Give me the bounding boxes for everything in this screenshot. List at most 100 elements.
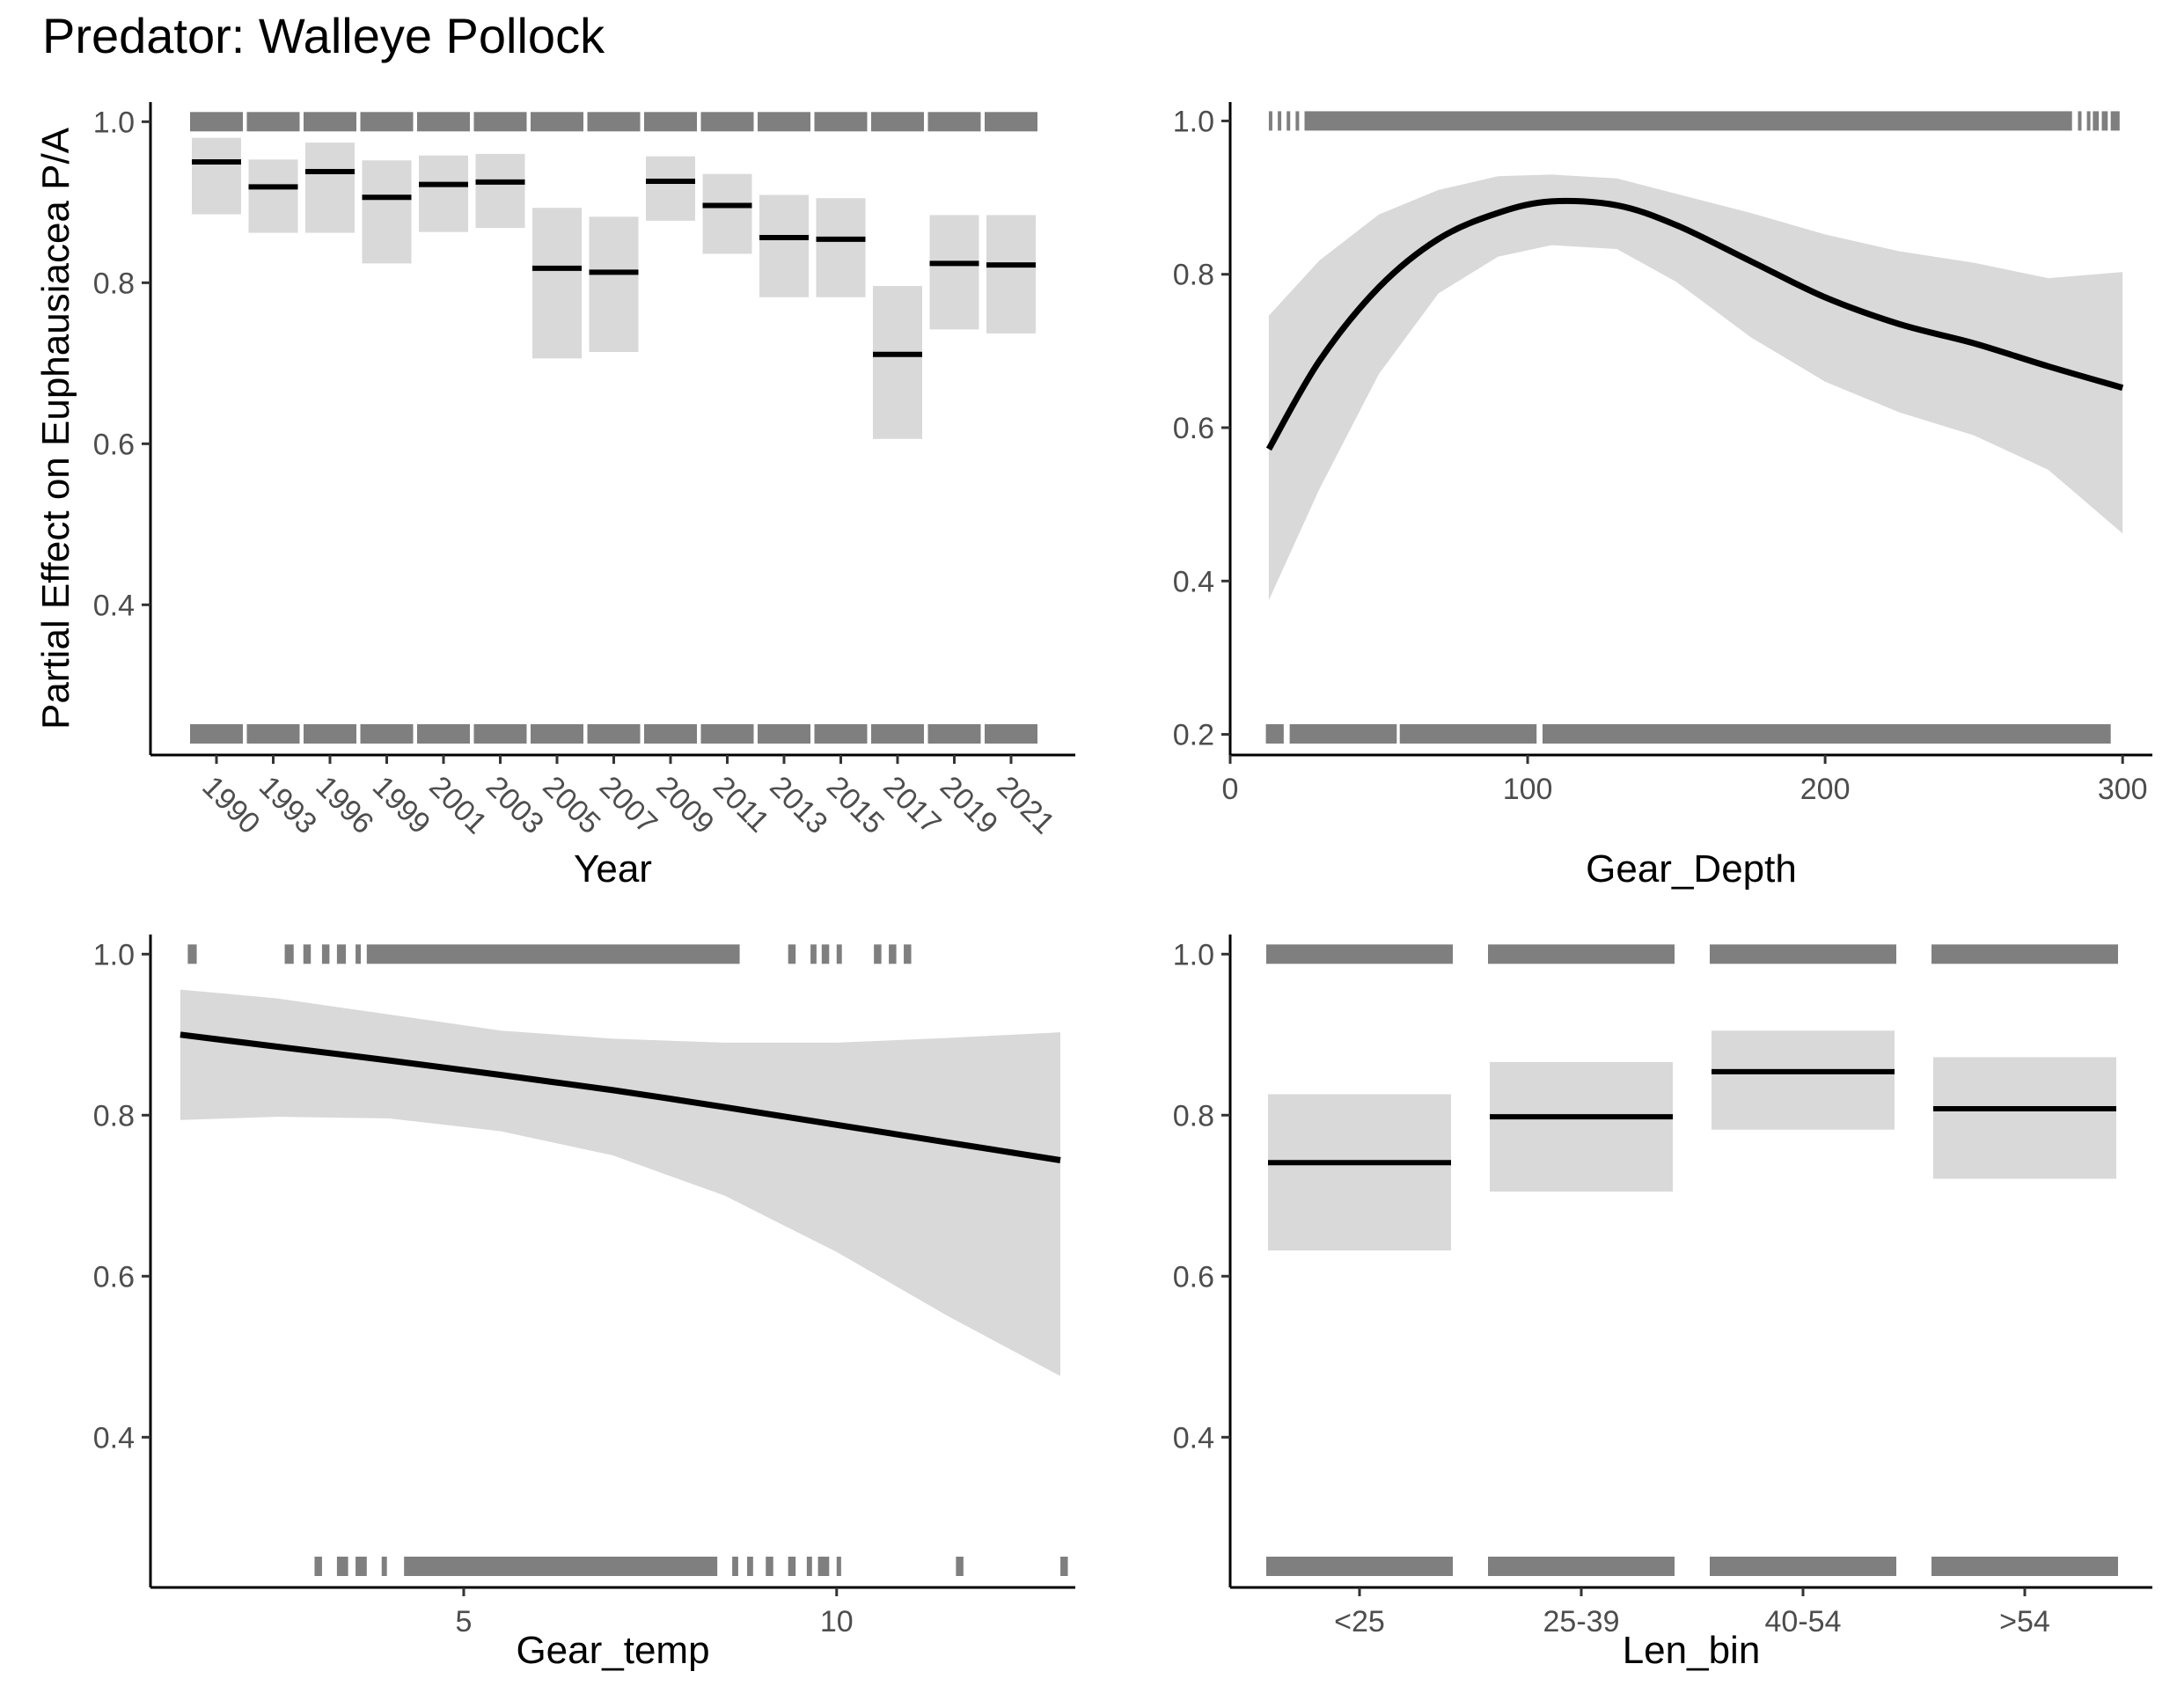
x-tick-label: 2013 (763, 770, 833, 840)
x-tick-label: 40-54 (1765, 1605, 1842, 1638)
rug-bottom-mark (836, 1557, 841, 1576)
y-axis-title: Partial Effect on Euphausiacea P/A (34, 127, 77, 729)
rug-top-mark (304, 112, 356, 132)
y-tick-label: 0.8 (1173, 259, 1214, 292)
ci-ribbon (180, 989, 1060, 1376)
rug-top-mark (871, 112, 924, 132)
rug-top-mark (927, 112, 981, 132)
rug-top-mark (821, 944, 830, 964)
x-tick-label: 1990 (195, 770, 266, 840)
y-tick-label: 0.8 (93, 267, 135, 300)
rug-top-mark (190, 112, 243, 132)
rug-top-mark (1278, 111, 1282, 131)
rug-top-mark (810, 944, 817, 964)
rug-bottom-mark (404, 1557, 718, 1576)
rug-bottom-mark (190, 724, 243, 744)
ci-band (248, 159, 298, 233)
ci-band (759, 194, 809, 297)
rug-bottom-mark (1710, 1557, 1896, 1576)
x-tick-label: 25-39 (1543, 1605, 1620, 1638)
rug-top-mark (1488, 944, 1675, 964)
ci-band (816, 198, 866, 297)
ci-band (475, 153, 525, 229)
rug-top-mark (1931, 944, 2118, 964)
ci-band (192, 137, 241, 215)
x-axis-title: Len_bin (1623, 1629, 1761, 1672)
rug-bottom-mark (1266, 1557, 1453, 1576)
ci-band (589, 216, 639, 352)
y-tick-label: 1.0 (1173, 105, 1214, 138)
rug-top-mark (284, 944, 294, 964)
x-tick-label: 1993 (253, 770, 323, 840)
rug-bottom-mark (956, 1557, 964, 1576)
rug-top-mark (2078, 111, 2082, 131)
x-tick-label: 2007 (593, 770, 663, 840)
x-tick-label: 5 (456, 1605, 473, 1638)
y-tick-label: 0.8 (93, 1099, 135, 1133)
rug-bottom-mark (587, 724, 641, 744)
rug-top-mark (473, 112, 527, 132)
ci-band (929, 215, 979, 330)
rug-top-mark (1286, 111, 1291, 131)
rug-top-mark (788, 944, 796, 964)
ci-ribbon (1268, 174, 2123, 601)
rug-top-mark (758, 112, 810, 132)
rug-bottom-mark (1289, 724, 1397, 744)
y-tick-label: 1.0 (1173, 938, 1214, 971)
rug-top-mark (356, 944, 362, 964)
rug-top-mark (814, 112, 868, 132)
x-tick-label: 2015 (820, 770, 891, 840)
rug-top-mark (187, 944, 197, 964)
y-tick-label: 0.4 (93, 589, 135, 622)
rug-bottom-mark (747, 1557, 753, 1576)
rug-bottom-mark (871, 724, 924, 744)
rug-bottom-mark (336, 1557, 348, 1576)
rug-top-mark (1268, 111, 1272, 131)
x-tick-label: 2021 (990, 770, 1060, 840)
rug-bottom-mark (531, 724, 583, 744)
rug-top-mark (2093, 111, 2100, 131)
rug-bottom-mark (700, 724, 754, 744)
rug-top-mark (2101, 111, 2108, 131)
x-axis-title: Year (574, 847, 652, 891)
x-tick-label: 2003 (480, 770, 550, 840)
rug-top-mark (836, 944, 842, 964)
rug-bottom-mark (806, 1557, 812, 1576)
y-tick-label: 0.6 (93, 1260, 135, 1294)
ci-band (532, 208, 582, 359)
x-axis-title: Gear_temp (516, 1629, 709, 1672)
smooth-line (180, 1031, 1061, 1163)
rug-top-mark (587, 112, 641, 132)
rug-top-mark (360, 112, 414, 132)
rug-bottom-mark (1399, 724, 1537, 744)
x-tick-label: 2011 (707, 770, 776, 839)
rug-top-mark (2110, 111, 2120, 131)
rug-top-mark (1295, 111, 1300, 131)
x-tick-label: 1996 (309, 770, 379, 840)
rug-top-mark (531, 112, 583, 132)
rug-top-mark (246, 112, 300, 132)
rug-bottom-mark (381, 1557, 387, 1576)
y-tick-label: 0.2 (1173, 719, 1214, 752)
rug-bottom-mark (246, 724, 300, 744)
rug-top-mark (303, 944, 312, 964)
rug-top-mark (1710, 944, 1896, 964)
rug-top-mark (874, 944, 882, 964)
rug-top-mark (644, 112, 697, 132)
x-tick-label: 1999 (366, 770, 436, 840)
y-tick-label: 0.8 (1173, 1099, 1214, 1133)
rug-bottom-mark (1488, 1557, 1675, 1576)
x-tick-label: 2017 (876, 770, 947, 840)
x-tick-label: 2001 (422, 770, 493, 840)
rug-bottom-mark (1542, 724, 2111, 744)
rug-top-mark (2086, 111, 2091, 131)
y-tick-label: 0.4 (1173, 565, 1214, 598)
rug-top-mark (417, 112, 470, 132)
y-tick-label: 0.6 (1173, 412, 1214, 445)
y-tick-label: 0.4 (93, 1421, 135, 1455)
rug-bottom-mark (1931, 1557, 2118, 1576)
rug-top-mark (985, 112, 1037, 132)
x-tick-label: 300 (2098, 773, 2148, 806)
ci-band (419, 155, 468, 232)
